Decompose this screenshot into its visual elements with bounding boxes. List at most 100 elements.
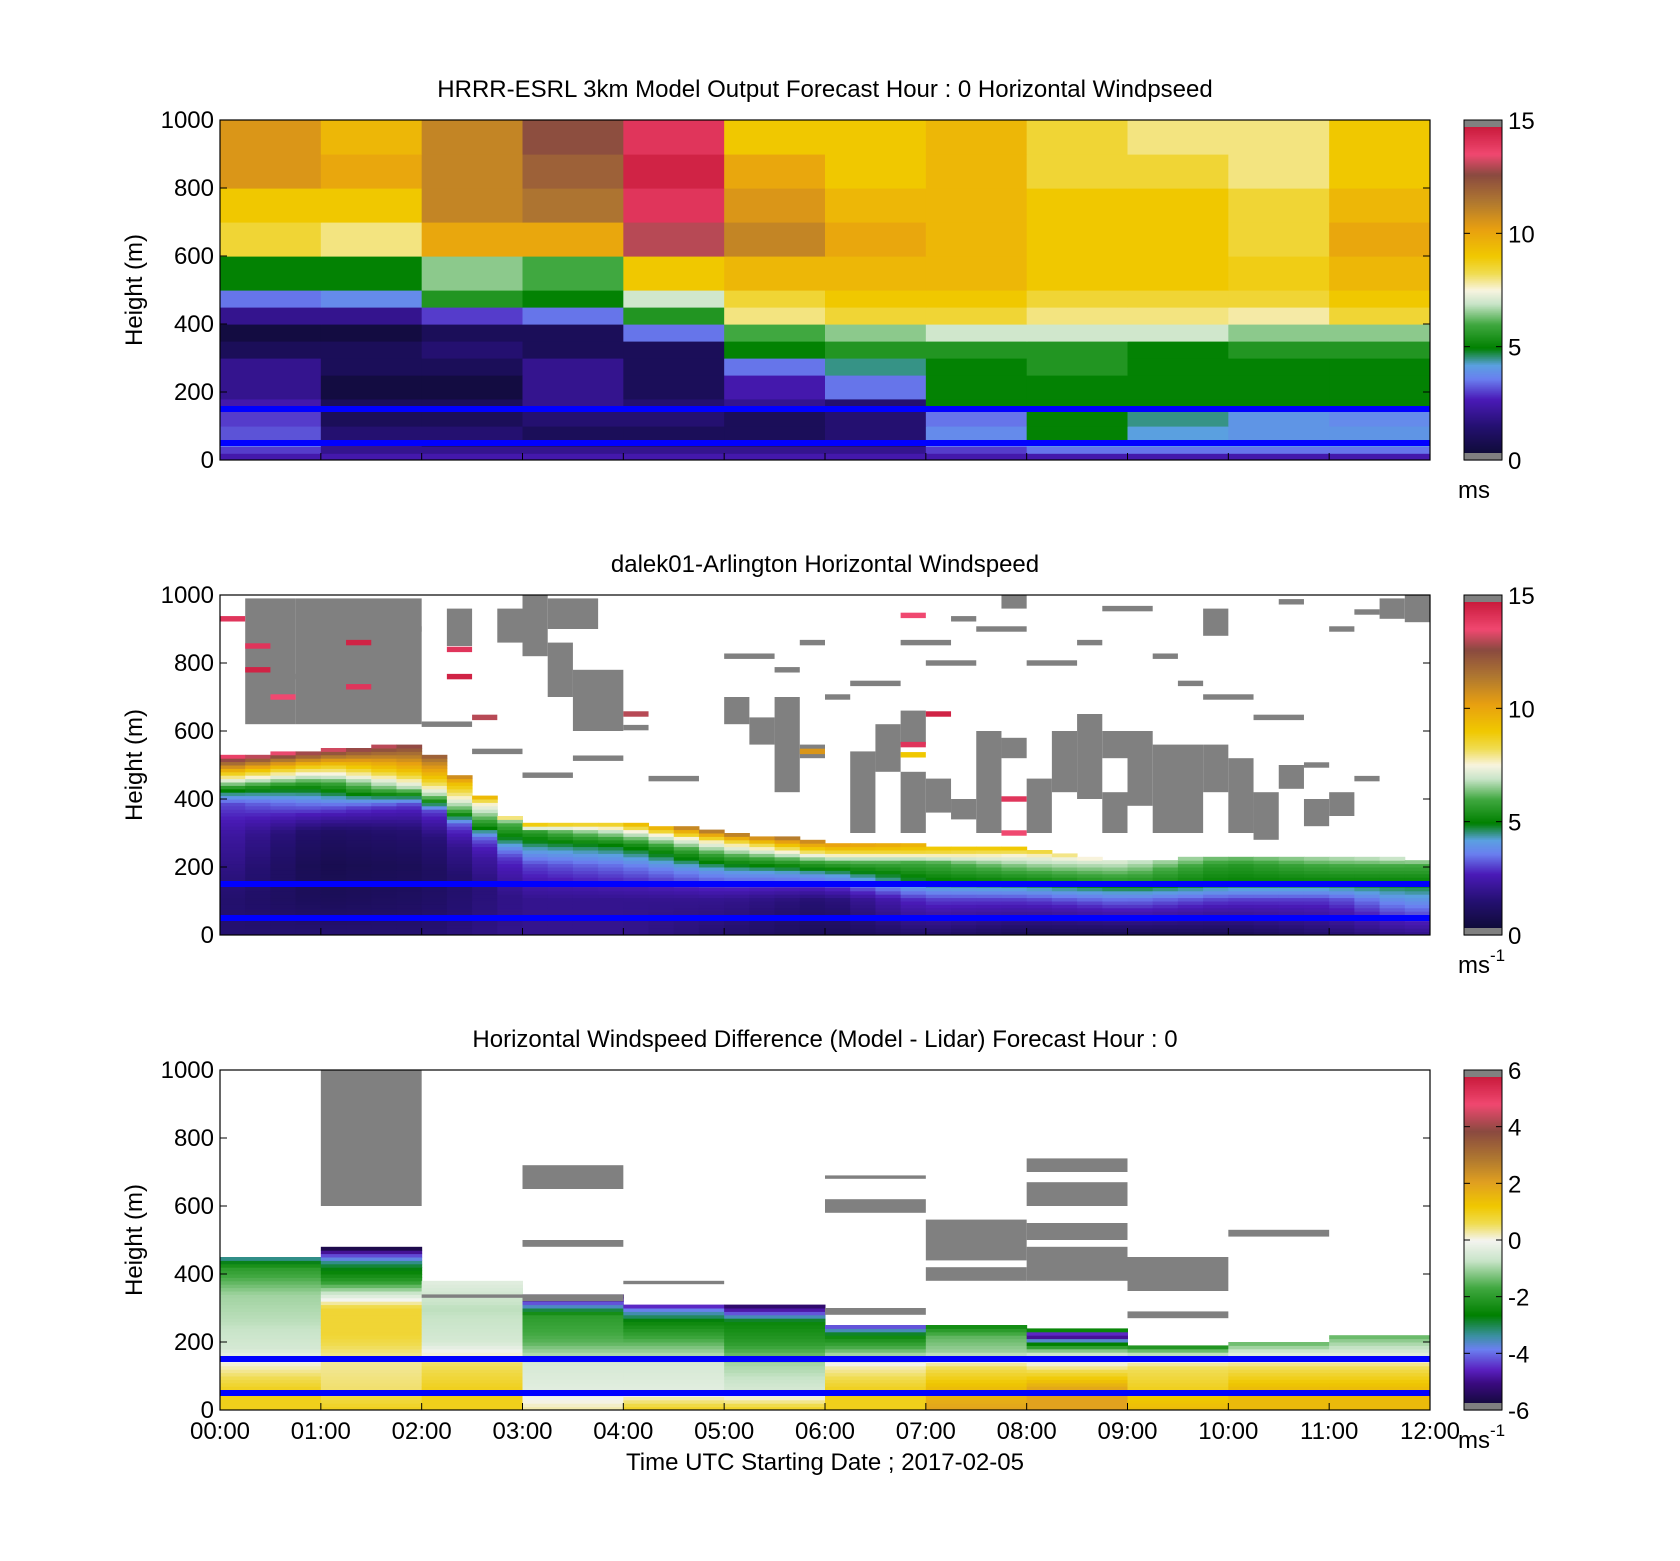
heatmap-cell [396,758,423,763]
heatmap-cell [925,907,952,912]
heatmap-cell [673,863,700,868]
heatmap-cell [1026,1399,1128,1404]
heatmap-cell [396,860,423,865]
heatmap-cell [572,921,599,926]
heatmap-cell [1253,924,1280,929]
heatmap-cell [320,754,347,759]
colorbar-segment [1464,1268,1502,1271]
heatmap-cell [1152,863,1179,868]
heatmap-cell [825,1338,927,1343]
heatmap-cell [270,846,297,851]
heatmap-cell [320,341,423,359]
heatmap-cell [346,785,372,790]
heatmap-cell [421,324,524,342]
heatmap-cell [346,751,372,756]
heatmap-cell [320,921,347,926]
heatmap-cell [623,1379,725,1384]
colorbar-segment [1464,795,1502,798]
heatmap-cell [900,863,927,868]
heatmap-cell [245,778,271,783]
heatmap-cell [724,904,750,909]
heatmap-cell [1026,341,1129,359]
heatmap-cell [724,1369,826,1374]
heatmap-cell [925,1399,1028,1404]
heatmap-cell [1379,877,1406,882]
heatmap-cell [421,1386,523,1391]
heatmap-cell [396,924,423,929]
colorbar-segment [1464,1316,1502,1319]
missing-data-block [547,598,599,629]
heatmap-cell [371,870,397,875]
heatmap-cell [1102,890,1128,895]
heatmap-cell [1051,921,1078,926]
heatmap-cell [1001,863,1028,868]
heatmap-cell [371,799,397,803]
missing-data-block [925,1267,1027,1281]
heatmap-cell [623,1382,725,1387]
heatmap-cell [1253,867,1280,871]
heatmap-cell [925,867,952,871]
heatmap-cell [547,870,574,875]
heatmap-cell [1303,863,1330,868]
heatmap-cell [245,754,271,759]
heatmap-cell [320,877,347,882]
heatmap-cell [421,863,448,868]
heatmap-cell [245,833,271,837]
heatmap-cell [421,1379,523,1384]
heatmap-cell [850,921,876,926]
colorbar-segment [1464,398,1502,401]
heatmap-cell [346,870,372,875]
heatmap-cell [1228,1403,1330,1408]
heatmap-cell [951,921,977,926]
heatmap-cell [396,805,423,810]
heatmap-cell [446,897,473,902]
heatmap-cell [1026,1331,1128,1336]
heatmap-cell [1253,860,1280,865]
heatmap-cell [346,778,372,783]
heatmap-cell [421,897,448,902]
heatmap-cell [1127,453,1229,460]
heatmap-cell [850,911,876,916]
heatmap-cell [421,307,524,325]
heatmap-cell [850,877,876,882]
heatmap-cell [673,890,700,895]
heatmap-cell [825,375,927,400]
heatmap-cell [623,1314,725,1319]
heatmap-cell [270,833,297,837]
heatmap-cell [1127,1376,1229,1380]
heatmap-cell [295,795,322,800]
heatmap-cell [623,1308,725,1312]
heatmap-cell [1127,1406,1229,1410]
heatmap-cell [1253,887,1280,892]
y-tick-label: 400 [174,311,214,338]
colorbar-segment [1464,170,1502,173]
heatmap-cell [472,819,498,824]
heatmap-cell [472,850,498,854]
heatmap-cell [648,856,675,861]
heatmap-cell [1228,453,1330,460]
heatmap-cell [421,894,448,899]
heatmap-cell [623,1376,725,1380]
x-tick-label: 01:00 [291,1418,351,1445]
heatmap-cell [270,853,297,858]
heatmap-cell [1379,897,1406,902]
heatmap-cell [497,894,523,899]
colorbar-segment [1464,418,1502,421]
heatmap-cell [673,924,700,929]
heatmap-cell [1152,911,1179,916]
heatmap-cell [976,901,1002,905]
heatmap-cell [245,775,271,780]
heatmap-cell [925,877,952,882]
heatmap-cell [1228,426,1330,441]
heatmap-cell [220,846,246,851]
colorbar-segment [1464,360,1502,363]
heatmap-cell [1228,398,1330,410]
heatmap-cell [749,860,776,865]
heatmap-cell [320,1365,423,1370]
colorbar-segment [1464,705,1502,708]
heatmap-cell [497,836,523,841]
heatmap-cell [220,931,246,935]
heatmap-cell [925,1372,1028,1377]
heatmap-cell [648,850,675,854]
missing-data-block [1001,595,1027,609]
